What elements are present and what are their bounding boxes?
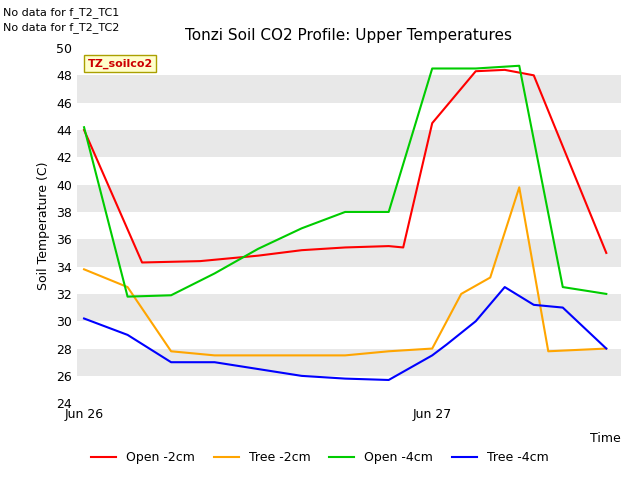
Open -4cm: [254, 246, 262, 252]
Open -2cm: [472, 68, 479, 74]
Tree -4cm: [443, 342, 451, 348]
Open -4cm: [472, 66, 479, 72]
Tree -2cm: [515, 184, 523, 190]
Bar: [77, 130, 621, 157]
Bar: [77, 75, 621, 103]
Open -4cm: [428, 66, 436, 72]
Text: Time: Time: [590, 432, 621, 444]
Tree -4cm: [472, 318, 479, 324]
Tree -2cm: [167, 348, 175, 354]
Bar: [77, 348, 621, 376]
Tree -4cm: [167, 360, 175, 365]
Open -4cm: [602, 291, 610, 297]
Tree -2cm: [602, 346, 610, 351]
Open -2cm: [138, 260, 146, 265]
Tree -4cm: [124, 332, 131, 338]
Tree -2cm: [298, 352, 305, 358]
Open -4cm: [211, 271, 218, 276]
Bar: [77, 321, 621, 348]
Tree -4cm: [602, 346, 610, 351]
Tree -4cm: [501, 284, 509, 290]
Tree -4cm: [298, 373, 305, 379]
Bar: [77, 376, 621, 403]
Open -2cm: [196, 258, 204, 264]
Tree -4cm: [211, 360, 218, 365]
Legend: Open -2cm, Tree -2cm, Open -4cm, Tree -4cm: Open -2cm, Tree -2cm, Open -4cm, Tree -4…: [86, 446, 554, 469]
Line: Open -2cm: Open -2cm: [84, 70, 606, 263]
Line: Open -4cm: Open -4cm: [84, 66, 606, 297]
Line: Tree -4cm: Tree -4cm: [84, 287, 606, 380]
Tree -4cm: [254, 366, 262, 372]
Tree -2cm: [385, 348, 392, 354]
Bar: [77, 103, 621, 130]
Tree -2cm: [341, 352, 349, 358]
Open -2cm: [602, 250, 610, 256]
Open -2cm: [298, 247, 305, 253]
Line: Tree -2cm: Tree -2cm: [84, 187, 606, 355]
Open -4cm: [341, 209, 349, 215]
Open -2cm: [341, 245, 349, 251]
Bar: [77, 294, 621, 321]
Tree -4cm: [341, 376, 349, 382]
Tree -2cm: [80, 266, 88, 272]
Open -4cm: [124, 294, 131, 300]
Tree -2cm: [211, 352, 218, 358]
Open -4cm: [80, 124, 88, 130]
Tree -2cm: [458, 291, 465, 297]
Tree -4cm: [530, 302, 538, 308]
Bar: [77, 157, 621, 185]
Tree -2cm: [545, 348, 552, 354]
Text: TZ_soilco2: TZ_soilco2: [88, 59, 153, 69]
Open -4cm: [515, 63, 523, 69]
Bar: [77, 185, 621, 212]
Text: No data for f_T2_TC1: No data for f_T2_TC1: [3, 7, 120, 18]
Open -4cm: [298, 226, 305, 231]
Tree -4cm: [428, 352, 436, 358]
Title: Tonzi Soil CO2 Profile: Upper Temperatures: Tonzi Soil CO2 Profile: Upper Temperatur…: [186, 28, 512, 43]
Open -2cm: [428, 120, 436, 126]
Open -2cm: [254, 253, 262, 259]
Tree -2cm: [124, 284, 131, 290]
Open -2cm: [530, 72, 538, 78]
Open -2cm: [80, 127, 88, 133]
Tree -4cm: [559, 305, 566, 311]
Tree -2cm: [254, 352, 262, 358]
Bar: [77, 212, 621, 239]
Tree -4cm: [385, 377, 392, 383]
Open -2cm: [385, 243, 392, 249]
Tree -4cm: [80, 316, 88, 322]
Bar: [77, 239, 621, 266]
Open -4cm: [559, 284, 566, 290]
Y-axis label: Soil Temperature (C): Soil Temperature (C): [37, 161, 51, 290]
Open -4cm: [167, 292, 175, 298]
Open -2cm: [501, 67, 509, 73]
Open -4cm: [385, 209, 392, 215]
Tree -2cm: [486, 275, 494, 280]
Bar: [77, 48, 621, 75]
Tree -2cm: [428, 346, 436, 351]
Text: No data for f_T2_TC2: No data for f_T2_TC2: [3, 22, 120, 33]
Bar: [77, 266, 621, 294]
Open -2cm: [399, 245, 407, 251]
